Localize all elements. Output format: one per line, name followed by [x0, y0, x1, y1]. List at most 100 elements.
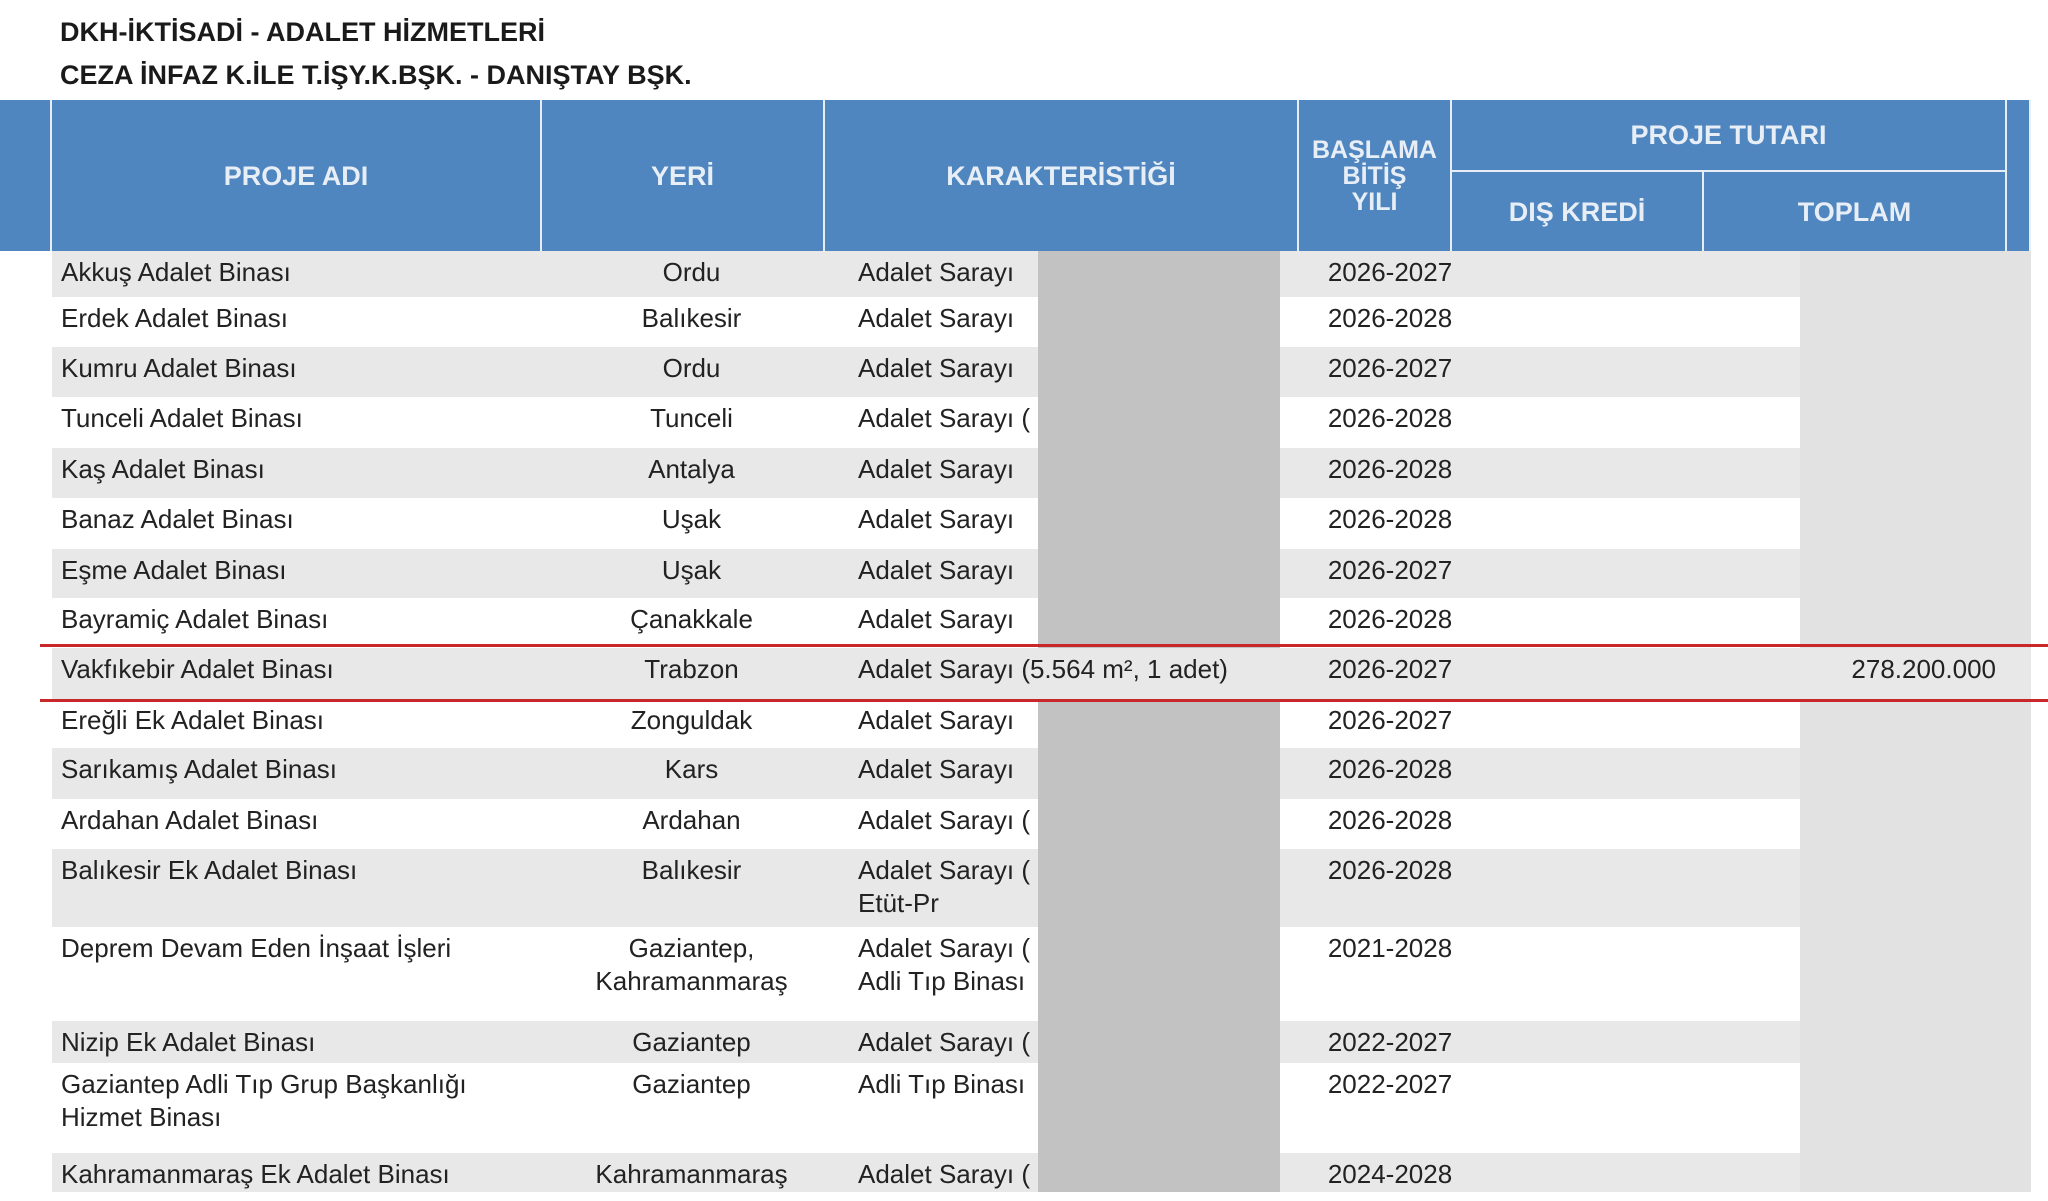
cell-name: Vakfıkebir Adalet Binası — [61, 654, 334, 684]
cell-name: Ardahan Adalet Binası — [61, 805, 319, 835]
cell-place: Trabzon — [644, 654, 739, 684]
cell-years: 2026-2027 — [1327, 705, 1453, 735]
cell-years: 2026-2028 — [1327, 454, 1453, 484]
cell-characteristic: Adalet Sarayı — [858, 353, 1015, 383]
row-background — [52, 648, 2031, 699]
cell-years: 2026-2028 — [1327, 855, 1453, 885]
cell-years: 2026-2028 — [1327, 604, 1453, 634]
cell-years: 2022-2027 — [1327, 1069, 1453, 1099]
redaction — [1038, 498, 1280, 549]
column-header: PROJE ADI — [52, 100, 542, 251]
cell-place: Çanakkale — [630, 604, 753, 634]
column-header: YERİ — [542, 100, 825, 251]
redaction — [1038, 1021, 1280, 1063]
redaction — [1800, 849, 2031, 927]
redaction — [1800, 799, 2031, 849]
cell-name: Tunceli Adalet Binası — [61, 403, 303, 433]
redaction — [1038, 448, 1280, 498]
cell-years: 2026-2028 — [1327, 754, 1453, 784]
cell-characteristic: Adalet Sarayı — [858, 754, 1015, 784]
cell-years: 2021-2028 — [1327, 933, 1453, 963]
cell-characteristic: Adalet Sarayı — [858, 555, 1015, 585]
cell-years: 2026-2027 — [1327, 353, 1453, 383]
cell-place: Ordu — [662, 353, 721, 383]
cell-place: Balıkesir — [641, 303, 742, 333]
redaction — [1800, 748, 2031, 799]
cell-characteristic: Adalet Sarayı — [858, 454, 1015, 484]
cell-total: 278.200.000 — [1851, 654, 1996, 684]
redaction — [1800, 549, 2031, 598]
cell-characteristic: Adli Tıp Binası — [858, 1069, 1026, 1099]
highlight-line — [40, 699, 2048, 702]
cell-place: Kars — [664, 754, 719, 784]
cell-place: Zonguldak — [630, 705, 753, 735]
cell-years: 2026-2028 — [1327, 805, 1453, 835]
cell-characteristic: Adalet Sarayı ( — [858, 805, 1030, 835]
cell-name: Kaş Adalet Binası — [61, 454, 265, 484]
redaction — [1038, 799, 1280, 849]
cell-years: 2026-2027 — [1327, 257, 1453, 287]
cell-name: Ereğli Ek Adalet Binası — [61, 705, 325, 735]
header-stub — [2007, 100, 2031, 251]
cell-name: Deprem Devam Eden İnşaat İşleri — [61, 933, 452, 963]
cell-characteristic: Adalet Sarayı ( — [858, 403, 1030, 433]
redaction — [1038, 251, 1280, 297]
cell-name: Erdek Adalet Binası — [61, 303, 288, 333]
cell-name: Sarıkamış Adalet Binası — [61, 754, 338, 784]
cell-years: 2026-2027 — [1327, 654, 1453, 684]
redaction — [1800, 927, 2031, 1021]
cell-name: Balıkesir Ek Adalet Binası — [61, 855, 358, 885]
cell-characteristic: Adalet Sarayı ( — [858, 1159, 1030, 1189]
redaction — [1800, 297, 2031, 347]
cell-place: Gaziantep — [632, 1069, 751, 1099]
cell-characteristic: Adalet Sarayı — [858, 604, 1015, 634]
cell-years: 2022-2027 — [1327, 1027, 1453, 1057]
redaction — [1038, 927, 1280, 1021]
redaction — [1800, 397, 2031, 448]
column-header: TOPLAM — [1704, 172, 2007, 251]
redaction — [1800, 1063, 2031, 1153]
redaction — [1800, 1153, 2031, 1192]
cell-years: 2026-2028 — [1327, 403, 1453, 433]
redaction — [1038, 1063, 1280, 1153]
cell-name: Gaziantep Adli Tıp Grup Başkanlığı Hizme… — [61, 1069, 467, 1132]
cell-name: Kumru Adalet Binası — [61, 353, 297, 383]
redaction — [1800, 598, 2031, 648]
cell-name: Nizip Ek Adalet Binası — [61, 1027, 316, 1057]
cell-place: Gaziantep — [632, 1027, 751, 1057]
cell-place: Ardahan — [642, 805, 741, 835]
cell-characteristic: Adalet Sarayı — [858, 257, 1015, 287]
cell-place: Ordu — [662, 257, 721, 287]
highlight-line — [40, 644, 2048, 647]
cell-characteristic: Adalet Sarayı — [858, 504, 1015, 534]
column-header: PROJE TUTARI — [1452, 100, 2007, 172]
redaction — [1038, 1153, 1280, 1192]
redaction — [1800, 1021, 2031, 1063]
column-header: KARAKTERİSTİĞİ — [825, 100, 1299, 251]
subtitle: CEZA İNFAZ K.İLE T.İŞY.K.BŞK. - DANIŞTAY… — [60, 60, 692, 90]
header-stub — [0, 100, 52, 251]
redaction — [1800, 498, 2031, 549]
cell-name: Kahramanmaraş Ek Adalet Binası — [61, 1159, 450, 1189]
cell-place: Uşak — [661, 504, 722, 534]
cell-place: Uşak — [661, 555, 722, 585]
cell-name: Banaz Adalet Binası — [61, 504, 294, 534]
cell-characteristic: Adalet Sarayı ( Etüt-Pr — [858, 855, 1030, 918]
cell-years: 2026-2028 — [1327, 303, 1453, 333]
cell-characteristic: Adalet Sarayı — [858, 303, 1015, 333]
cell-name: Bayramiç Adalet Binası — [61, 604, 329, 634]
redaction — [1038, 347, 1280, 397]
redaction — [1800, 448, 2031, 498]
cell-characteristic: Adalet Sarayı (5.564 m², 1 adet) — [858, 654, 1228, 684]
redaction — [1038, 748, 1280, 799]
cell-characteristic: Adalet Sarayı ( Adli Tıp Binası — [858, 933, 1030, 996]
redaction — [1038, 297, 1280, 347]
title: DKH-İKTİSADİ - ADALET HİZMETLERİ — [60, 17, 545, 47]
cell-years: 2024-2028 — [1327, 1159, 1453, 1189]
redaction — [1800, 699, 2031, 748]
cell-characteristic: Adalet Sarayı ( — [858, 1027, 1030, 1057]
column-header: BAŞLAMA BİTİŞ YILI — [1299, 100, 1452, 251]
cell-place: Balıkesir — [641, 855, 742, 885]
cell-name: Eşme Adalet Binası — [61, 555, 287, 585]
